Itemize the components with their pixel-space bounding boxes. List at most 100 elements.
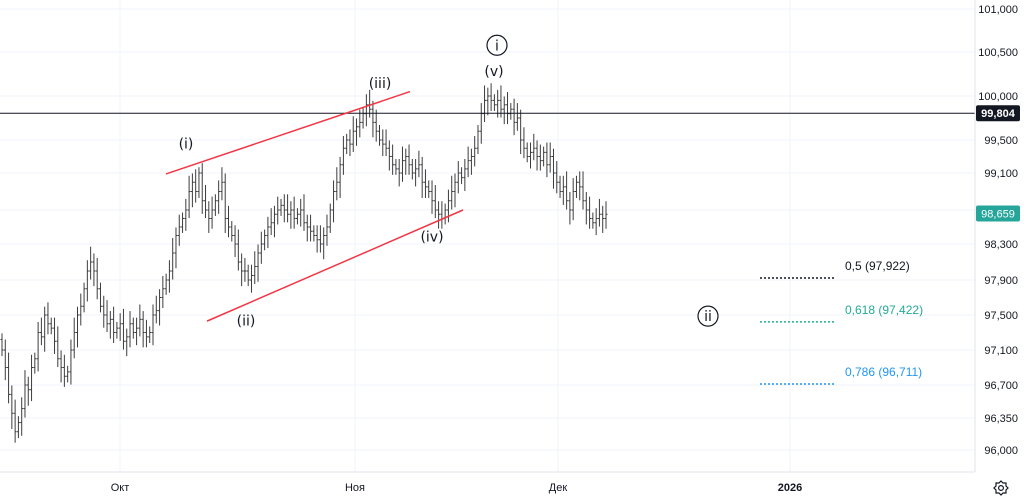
price-bar <box>312 225 316 242</box>
wave-label: (iii) <box>369 76 392 92</box>
price-bar <box>289 201 293 229</box>
elliott-wave-labels: (i)(ii)(iii)(iv)(v)iii <box>179 34 719 330</box>
price-bar <box>23 370 27 418</box>
price-bar <box>200 163 204 214</box>
price-bar <box>118 313 122 341</box>
price-bar <box>131 317 135 339</box>
price-bar <box>499 85 503 118</box>
price-bar <box>538 144 542 171</box>
price-bar <box>148 326 152 343</box>
price-bar <box>204 185 208 219</box>
price-bar <box>184 198 188 231</box>
price-bar <box>358 109 362 138</box>
price-bar <box>194 169 198 203</box>
price-bar <box>259 231 263 264</box>
price-bar <box>3 339 7 381</box>
price-bar <box>515 103 519 131</box>
price-bar <box>187 175 191 219</box>
price-bar <box>213 194 217 216</box>
price-bar <box>249 264 253 293</box>
price-bar <box>33 352 37 374</box>
price-bar <box>46 302 50 335</box>
price-bar <box>49 317 53 335</box>
price-bar <box>381 129 385 157</box>
price-bar <box>423 169 427 198</box>
y-tick-label: 99,500 <box>984 135 1018 147</box>
price-bar <box>223 173 227 233</box>
price-bar <box>322 227 326 260</box>
price-bar <box>240 253 244 287</box>
price-bar <box>89 246 93 280</box>
price-bar <box>565 171 569 210</box>
y-tick-label: 99,100 <box>984 168 1018 180</box>
wave-label-circle <box>697 305 719 327</box>
price-bar <box>574 175 578 198</box>
price-bar <box>98 282 102 313</box>
price-bar <box>236 229 240 271</box>
price-bar <box>295 208 299 225</box>
price-bar <box>269 208 273 236</box>
price-bar <box>43 306 47 352</box>
price-bar <box>266 216 270 249</box>
price-bar <box>548 142 552 173</box>
price-bar <box>217 180 221 214</box>
price-bar <box>62 354 66 387</box>
chart-grid <box>0 0 975 472</box>
price-bar <box>597 198 601 227</box>
price-bar <box>450 175 454 210</box>
price-bar <box>102 295 106 328</box>
x-tick-label: Дек <box>549 482 568 494</box>
wave-label-circle <box>486 34 508 56</box>
price-bar <box>529 142 532 169</box>
y-tick-label: 96,350 <box>984 413 1018 425</box>
y-tick-label: 100,500 <box>978 47 1018 59</box>
gear-icon[interactable] <box>993 480 1009 496</box>
price-bar <box>121 308 125 350</box>
y-tick-label: 100,000 <box>978 91 1018 103</box>
price-bar <box>56 326 60 368</box>
price-bar <box>397 158 401 187</box>
price-bar <box>263 229 267 251</box>
price-bar <box>476 125 480 155</box>
price-bar <box>519 109 523 155</box>
price-bar <box>92 253 96 287</box>
price-bar <box>502 96 506 125</box>
price-bar <box>437 201 441 229</box>
price-bar <box>197 167 201 198</box>
price-bar <box>601 205 605 233</box>
price-bar <box>190 173 194 208</box>
price-bar <box>167 260 171 293</box>
price-bar <box>506 92 510 125</box>
price-bar <box>76 306 79 348</box>
price-bar <box>53 317 57 354</box>
y-tick-label: 98,300 <box>984 239 1018 251</box>
price-bar <box>299 198 303 227</box>
price-axis[interactable]: 101,000100,500100,00099,50099,10098,7009… <box>974 0 1024 497</box>
wave-label: ii <box>704 309 712 325</box>
price-bar <box>315 225 319 253</box>
price-bar <box>417 150 421 178</box>
price-bar <box>460 167 464 185</box>
price-bar <box>440 201 444 229</box>
price-bar <box>400 146 404 182</box>
price-bar <box>151 304 155 346</box>
price-bar <box>430 180 434 214</box>
price-bar <box>535 140 539 171</box>
price-bar <box>542 146 546 167</box>
price-bar <box>453 173 457 208</box>
price-bar <box>551 148 555 189</box>
y-tick-label: 97,100 <box>984 345 1018 357</box>
x-tick-label: Ноя <box>345 482 365 494</box>
price-bar <box>125 328 129 357</box>
price-bar <box>384 129 388 157</box>
price-bar <box>135 317 139 346</box>
price-bar <box>604 201 608 229</box>
price-bar <box>246 264 250 287</box>
price-bar <box>332 180 336 223</box>
price-bar <box>522 127 526 159</box>
price-bar <box>141 311 145 348</box>
time-axis[interactable]: Окт Ноя Дек 2026 <box>0 471 975 494</box>
price-bar <box>128 311 132 348</box>
price-bar <box>177 214 181 246</box>
